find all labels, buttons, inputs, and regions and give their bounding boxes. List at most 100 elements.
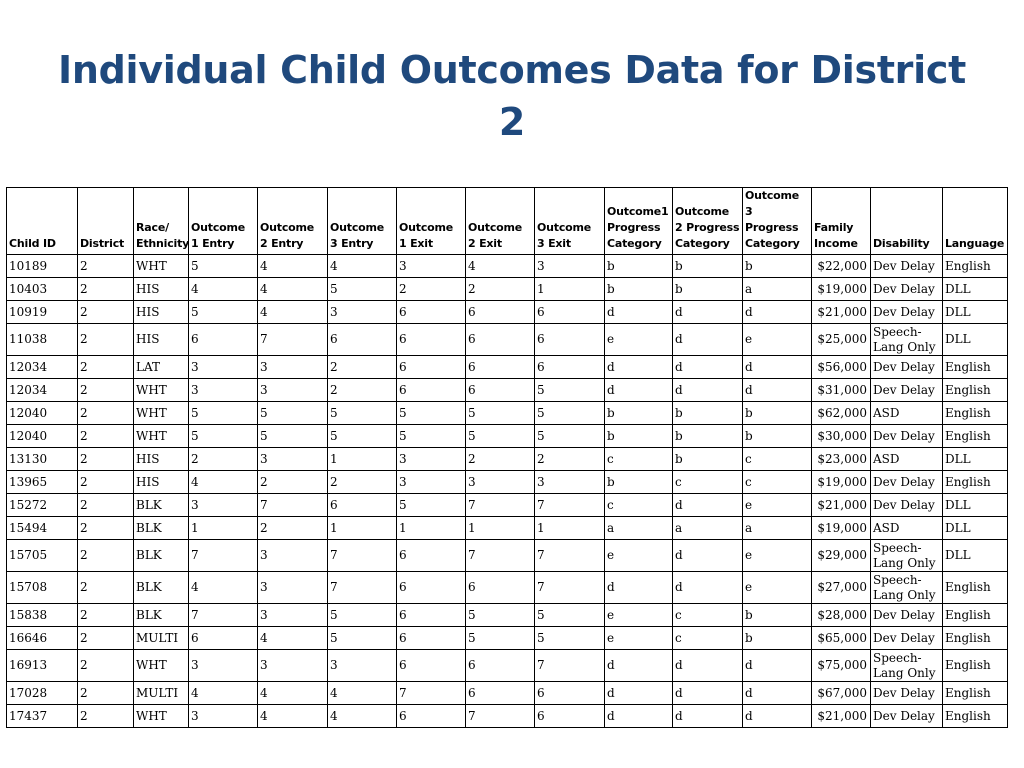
table-cell: 13965 [6,470,78,494]
table-cell: 6 [534,704,605,728]
table-cell: d [672,493,743,517]
table-cell: a [604,516,673,540]
table-cell: 7 [396,681,466,705]
table-cell: $21,000 [811,493,871,517]
table-cell: 10919 [6,300,78,324]
table-cell: 6 [327,323,397,356]
table-row: 15708 2 BLK 4 3 7 6 6 7 d d e $27,000 Speech-Lang Onl… [6,571,1008,604]
table-cell: HIS [133,470,189,494]
table-cell: b [604,254,673,278]
table-cell: d [672,704,743,728]
table-cell: c [604,447,673,471]
table-row: 15705 2 BLK 7 3 7 6 7 7 e d e $29,000 Speech-Lang Onl… [6,539,1008,572]
table-cell: $65,000 [811,626,871,650]
table-cell: DLL [942,493,1008,517]
table-cell: Dev Delay [870,300,943,324]
table-row: 13965 2 HIS 4 2 2 3 3 3 b c c $19,000 Dev Delay Englis… [6,470,1008,494]
table-row: 12034 2 WHT 3 3 2 6 6 5 d d d $31,000 Dev Delay Englis… [6,378,1008,402]
table-cell: 1 [327,516,397,540]
table-cell: 2 [77,571,134,604]
table-cell: WHT [133,704,189,728]
column-header: Race/ Ethnicity [133,187,189,255]
table-cell: e [742,539,812,572]
column-header: Outcome 3 Progress Category [742,187,812,255]
table-cell: 2 [77,447,134,471]
table-cell: 2 [327,470,397,494]
table-cell: 2 [257,470,328,494]
table-cell: c [604,493,673,517]
table-cell: English [942,470,1008,494]
table-cell: d [742,355,812,379]
table-cell: 2 [77,378,134,402]
table-cell: Dev Delay [870,493,943,517]
table-cell: 5 [188,300,258,324]
column-header: Outcome 2 Exit [465,187,535,255]
table-cell: HIS [133,323,189,356]
table-cell: BLK [133,571,189,604]
table-cell: English [942,681,1008,705]
table-cell: 2 [77,681,134,705]
table-cell: WHT [133,401,189,425]
column-header: Outcome 2 Entry [257,187,328,255]
table-cell: e [742,493,812,517]
table-cell: 3 [534,254,605,278]
column-header: Disability [870,187,943,255]
table-cell: MULTI [133,681,189,705]
table-cell: 7 [534,539,605,572]
table-body: 10189 2 WHT 5 4 4 3 4 3 b b b $22,000 Dev Delay Englis… [6,254,1008,728]
table-header-row: Child ID District Race/ Ethnicity Outcome 1… [6,187,1008,255]
table-cell: 16913 [6,649,78,682]
table-cell: $27,000 [811,571,871,604]
table-cell: 2 [396,277,466,301]
table-cell: $19,000 [811,470,871,494]
table-cell: b [742,254,812,278]
table-cell: e [604,626,673,650]
table-cell: d [672,539,743,572]
table-cell: 1 [534,516,605,540]
table-cell: b [742,424,812,448]
table-cell: 5 [327,424,397,448]
table-cell: b [604,470,673,494]
table-cell: 3 [327,649,397,682]
table-cell: $21,000 [811,300,871,324]
table-cell: 5 [465,603,535,627]
table-cell: 12034 [6,378,78,402]
table-cell: 6 [396,626,466,650]
table-cell: 3 [257,378,328,402]
table-cell: $75,000 [811,649,871,682]
table-cell: 16646 [6,626,78,650]
table-cell: 5 [257,401,328,425]
table-cell: 4 [257,681,328,705]
table-cell: HIS [133,300,189,324]
table-row: 16913 2 WHT 3 3 3 6 6 7 d d d $75,000 Speech-Lang Onl… [6,649,1008,682]
table-cell: $29,000 [811,539,871,572]
table-cell: e [742,571,812,604]
table-cell: 3 [257,603,328,627]
table-cell: 3 [465,470,535,494]
table-cell: 7 [534,649,605,682]
table-cell: 12040 [6,424,78,448]
table-cell: 17437 [6,704,78,728]
table-cell: 5 [396,493,466,517]
column-header: Outcome 2 Progress Category [672,187,743,255]
table-cell: b [672,277,743,301]
table-cell: 3 [188,704,258,728]
table-cell: 4 [257,300,328,324]
table-cell: HIS [133,277,189,301]
table-cell: English [942,401,1008,425]
table-cell: 5 [534,424,605,448]
table-cell: 1 [327,447,397,471]
table-row: 15494 2 BLK 1 2 1 1 1 1 a a a $19,000 ASD DLL [6,516,1008,540]
table-cell: 2 [77,649,134,682]
table-cell: 10189 [6,254,78,278]
table-cell: d [604,649,673,682]
table-cell: English [942,254,1008,278]
table-cell: 4 [257,277,328,301]
table-cell: 15838 [6,603,78,627]
table-cell: Dev Delay [870,254,943,278]
table-cell: 1 [396,516,466,540]
column-header: Language [942,187,1008,255]
table-cell: 3 [257,539,328,572]
table-cell: 1 [188,516,258,540]
table-cell: 6 [465,378,535,402]
